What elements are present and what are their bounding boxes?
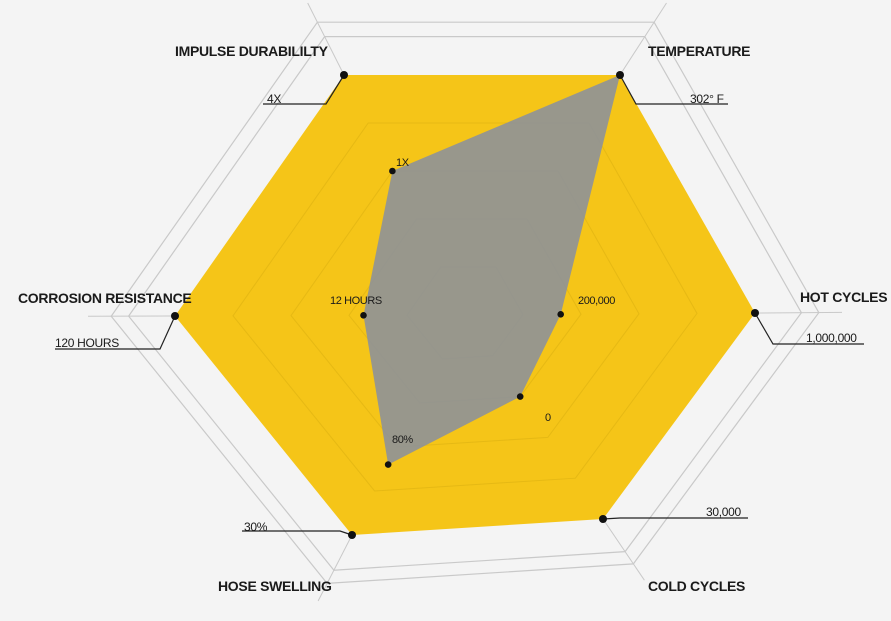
inner-series-area (363, 75, 620, 465)
outer-value-corrosion-resistance: 120 HOURS (55, 336, 119, 350)
outer-point-5 (348, 531, 356, 539)
inner-point-5 (384, 461, 392, 468)
outer-value-hose-swelling: 30% (244, 520, 268, 534)
label-leader-lines (55, 74, 864, 536)
inner-value-corrosion-resistance: 12 HOURS (330, 295, 382, 307)
inner-value-impulse-durability: 1X (396, 157, 410, 169)
leader-line-5 (242, 530, 353, 536)
axis-label-corrosion-resistance: CORROSION RESISTANCE (18, 290, 191, 306)
leader-line-3 (754, 312, 864, 345)
outer-value-impulse-durability: 4X (267, 92, 281, 106)
outer-value-hot-cycles: 1,000,000 (806, 331, 857, 345)
leader-line-6 (55, 315, 176, 350)
outer-point-3 (751, 309, 759, 317)
axis-label-hose-swelling: HOSE SWELLING (218, 578, 332, 594)
axis-label-hot-cycles: HOT CYCLES (800, 289, 887, 305)
data-points (171, 71, 759, 539)
inner-point-2 (616, 71, 624, 79)
inner-point-1 (389, 167, 396, 175)
leader-line-1 (263, 74, 345, 105)
outer-value-temperature: 302° F (690, 92, 724, 106)
inner-point-3 (557, 311, 564, 318)
leader-line-4 (602, 517, 748, 520)
inner-point-6 (360, 312, 367, 319)
axis-label-cold-cycles: COLD CYCLES (648, 578, 745, 594)
inner-value-hot-cycles: 200,000 (578, 295, 615, 307)
inner-value-hose-swelling: 80% (392, 434, 413, 446)
outer-value-cold-cycles: 30,000 (706, 505, 742, 519)
inner-point-4 (516, 393, 524, 400)
outer-point-1 (340, 71, 348, 79)
axis-label-temperature: TEMPERATURE (648, 43, 750, 59)
axis-label-impulse-durability: IMPULSE DURABILILTY (175, 43, 329, 59)
inner-value-cold-cycles: 0 (545, 412, 551, 424)
outer-point-6 (171, 312, 179, 320)
outer-point-4 (599, 515, 607, 523)
leader-line-2 (619, 74, 728, 105)
